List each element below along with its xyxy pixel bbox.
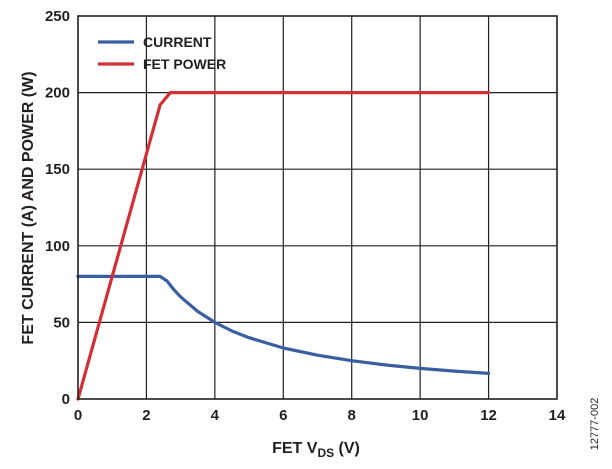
x-axis-title-suffix: (V) — [334, 440, 360, 457]
x-tick-label: 14 — [549, 407, 566, 424]
figure-id: 12777-002 — [589, 398, 601, 451]
y-axis-title: FET CURRENT (A) AND POWER (W) — [20, 71, 37, 344]
y-tick-label: 150 — [45, 161, 70, 178]
x-tick-label: 12 — [480, 407, 497, 424]
grid — [78, 16, 557, 399]
x-tick-label: 10 — [412, 407, 429, 424]
series-line-current — [76, 274, 491, 375]
legend: CURRENT FET POWER — [98, 34, 226, 72]
tick-labels: 0 2 4 6 8 10 12 14 0 50 100 150 200 250 — [45, 8, 566, 424]
x-axis-title-subscript: DS — [317, 446, 334, 460]
legend-label-current: CURRENT — [143, 34, 212, 50]
x-tick-label: 8 — [348, 407, 356, 424]
y-tick-label: 200 — [45, 85, 70, 102]
series-line-fet-power — [76, 91, 491, 401]
x-axis-title: FET VDS (V) — [272, 440, 360, 460]
plot-area-border — [77, 15, 558, 400]
x-tick-label: 4 — [211, 407, 220, 424]
y-tick-label: 50 — [53, 314, 70, 331]
y-tick-label: 100 — [45, 238, 70, 255]
plot-frame — [77, 15, 558, 400]
x-tick-label: 2 — [142, 407, 150, 424]
legend-label-fet-power: FET POWER — [143, 56, 226, 72]
x-tick-label: 0 — [74, 407, 82, 424]
x-tick-label: 6 — [279, 407, 287, 424]
y-tick-label: 0 — [62, 391, 70, 408]
series-lines — [76, 91, 491, 401]
y-tick-label: 250 — [45, 8, 70, 25]
